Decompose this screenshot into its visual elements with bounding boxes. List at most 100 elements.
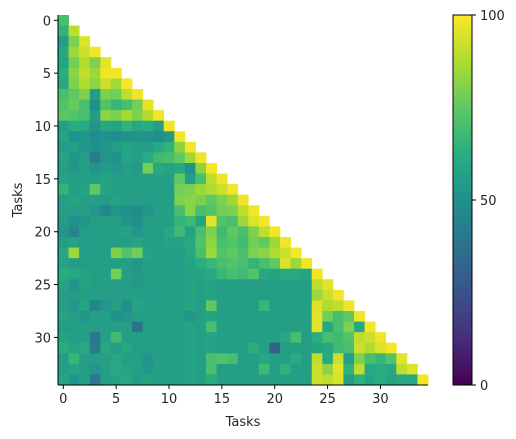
heatmap-cell [184, 342, 196, 354]
heatmap-cell [58, 120, 69, 132]
heatmap-cell [68, 184, 80, 196]
colorbar-tick-label: 50 [480, 194, 497, 209]
heatmap-cell [132, 258, 143, 270]
heatmap-cell [216, 332, 228, 344]
heatmap-cell [68, 311, 80, 322]
heatmap-cell [375, 342, 387, 354]
heatmap-cell [301, 289, 313, 301]
heatmap-cell [110, 205, 122, 217]
heatmap-cell [89, 215, 101, 227]
heatmap-cell [121, 300, 133, 312]
heatmap-cell [184, 363, 196, 375]
heatmap-cell [364, 342, 376, 354]
heatmap-cell [153, 289, 165, 301]
heatmap-cell [184, 163, 196, 174]
heatmap-cell [237, 289, 249, 301]
heatmap-cell [174, 215, 186, 227]
heatmap-cell [79, 215, 91, 227]
heatmap-cell [227, 363, 239, 375]
heatmap-cell [343, 342, 355, 354]
heatmap-cell [110, 342, 122, 354]
heatmap-cell [68, 247, 80, 259]
heatmap-cell [121, 173, 133, 185]
heatmap-cell [237, 247, 249, 259]
heatmap-cell [248, 342, 260, 354]
heatmap-cell [364, 353, 376, 365]
heatmap-cell [216, 363, 228, 375]
heatmap-cell [290, 268, 302, 280]
colorbar-tick-label: 0 [480, 379, 488, 394]
heatmap-cell [280, 353, 291, 365]
heatmap-cell [332, 311, 344, 322]
heatmap-cell [121, 226, 133, 238]
heatmap-cell [248, 300, 260, 312]
heatmap-cell [248, 258, 260, 270]
heatmap-cell [184, 247, 196, 259]
heatmap-cell [110, 152, 122, 164]
heatmap-cell [58, 247, 69, 259]
heatmap-cell [195, 194, 207, 206]
heatmap-cell [227, 205, 239, 217]
heatmap-cell [227, 237, 239, 248]
heatmap-cell [153, 205, 165, 217]
heatmap-cell [258, 289, 270, 301]
heatmap-cell [132, 194, 143, 206]
heatmap-cell [216, 321, 228, 333]
heatmap-cell [110, 163, 122, 174]
heatmap-cell [142, 173, 154, 185]
x-tick-label: 30 [372, 392, 389, 407]
y-tick-label: 15 [34, 173, 51, 188]
heatmap-cell [206, 205, 217, 217]
heatmap-cell [195, 363, 207, 375]
heatmap-cell [174, 173, 186, 185]
heatmap-cell [206, 353, 217, 365]
heatmap-cell [100, 131, 112, 143]
heatmap-cell [354, 311, 365, 322]
heatmap-cell [258, 226, 270, 238]
heatmap-cell [89, 46, 101, 58]
heatmap-cell [258, 237, 270, 248]
heatmap-cell [153, 279, 165, 291]
heatmap-cell [142, 237, 154, 248]
heatmap-cell [280, 258, 291, 270]
heatmap-cell [311, 332, 323, 344]
heatmap-cell [385, 342, 397, 354]
heatmap-cell [79, 363, 91, 375]
heatmap-cell [248, 205, 260, 217]
heatmap-cell [100, 152, 112, 164]
heatmap-cell [174, 205, 186, 217]
heatmap-cell [121, 194, 133, 206]
heatmap-cell [364, 374, 376, 386]
heatmap-cell [163, 321, 175, 333]
heatmap-cell [375, 363, 387, 375]
heatmap-cell [195, 215, 207, 227]
heatmap-cell [269, 353, 281, 365]
heatmap-cell [332, 289, 344, 301]
heatmap-cell [301, 321, 313, 333]
heatmap-cell [100, 163, 112, 174]
heatmap-cell [258, 374, 270, 386]
heatmap-cell [121, 152, 133, 164]
heatmap-cell [100, 141, 112, 153]
heatmap-cell [100, 57, 112, 69]
heatmap-cell [100, 321, 112, 333]
heatmap-cell [174, 152, 186, 164]
heatmap-cell [132, 163, 143, 174]
heatmap-cell [121, 78, 133, 90]
heatmap-cell [174, 194, 186, 206]
heatmap-cell [280, 279, 291, 291]
heatmap-cell [206, 258, 217, 270]
heatmap-cell [58, 332, 69, 344]
heatmap-cell [79, 226, 91, 238]
heatmap-cell [216, 184, 228, 196]
heatmap-cell [375, 374, 387, 386]
heatmap-cell [206, 300, 217, 312]
heatmap-cell [110, 173, 122, 185]
heatmap-cell [79, 342, 91, 354]
heatmap-cell [110, 89, 122, 100]
heatmap-cell [290, 247, 302, 259]
heatmap-cell [301, 311, 313, 322]
heatmap-cell [110, 374, 122, 386]
heatmap-cell [58, 342, 69, 354]
heatmap-cell [121, 205, 133, 217]
